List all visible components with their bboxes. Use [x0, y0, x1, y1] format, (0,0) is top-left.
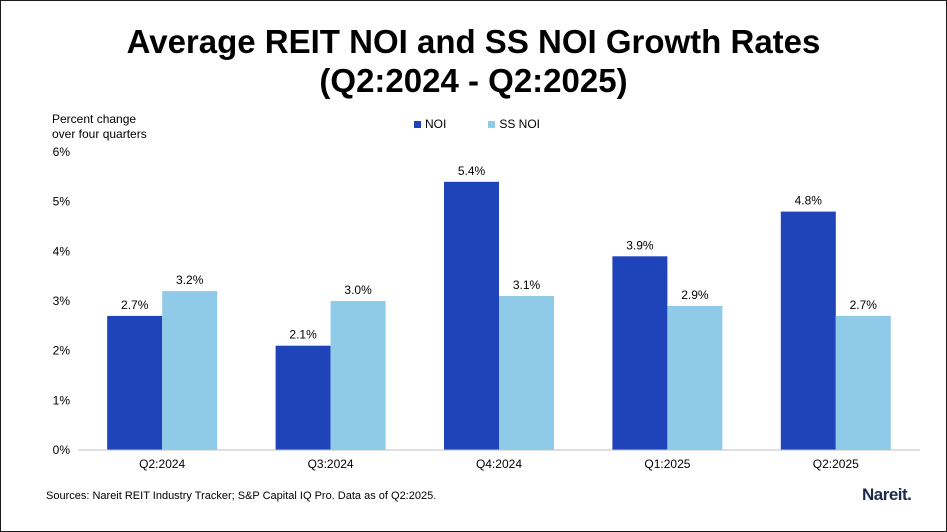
y-axis-label: Percent change over four quarters — [52, 112, 147, 142]
data-label: 3.2% — [176, 273, 204, 287]
data-label: 2.7% — [121, 298, 149, 312]
chart-title-line2: (Q2:2024 - Q2:2025) — [319, 62, 628, 99]
legend-item-noi: NOI — [414, 117, 446, 131]
bar-noi — [780, 211, 836, 450]
bar-noi — [275, 345, 331, 450]
bar-ss-noi — [499, 296, 554, 450]
data-label: 5.4% — [458, 164, 486, 178]
y-tick-label: 6% — [53, 145, 71, 159]
legend: NOI SS NOI — [414, 117, 582, 131]
bar-ss-noi — [835, 315, 891, 450]
legend-label-ss-noi: SS NOI — [499, 117, 541, 131]
legend-swatch-ss-noi — [488, 120, 496, 128]
data-label: 3.9% — [626, 238, 654, 252]
bar-ss-noi — [162, 291, 218, 450]
x-tick-label: Q2:2025 — [813, 457, 859, 471]
x-tick-label: Q1:2025 — [644, 457, 690, 471]
y-tick-label: 5% — [53, 195, 71, 209]
y-axis-label-line2: over four quarters — [52, 127, 147, 141]
data-label: 3.1% — [513, 278, 541, 292]
bar-ss-noi — [667, 305, 723, 450]
y-tick-label: 0% — [53, 443, 71, 457]
data-label: 2.1% — [289, 328, 317, 342]
legend-label-noi: NOI — [425, 117, 447, 131]
data-label: 4.8% — [795, 194, 823, 208]
data-label: 3.0% — [344, 283, 372, 297]
legend-item-ss-noi: SS NOI — [488, 117, 540, 131]
y-tick-label: 2% — [53, 344, 71, 358]
y-tick-label: 4% — [53, 244, 71, 258]
data-label: 2.7% — [850, 298, 878, 312]
x-tick-label: Q2:2024 — [139, 457, 185, 471]
nareit-logo: Nareit. — [862, 485, 912, 504]
chart-title-line1: Average REIT NOI and SS NOI Growth Rates — [126, 23, 821, 60]
y-tick-label: 1% — [53, 393, 71, 407]
y-tick-label: 3% — [53, 294, 71, 308]
chart-title: Average REIT NOI and SS NOI Growth Rates… — [0, 22, 947, 100]
bar-ss-noi — [330, 301, 386, 450]
source-note: Sources: Nareit REIT Industry Tracker; S… — [46, 490, 437, 502]
bar-noi — [107, 315, 163, 450]
x-tick-label: Q3:2024 — [308, 457, 354, 471]
bar-noi — [444, 181, 499, 451]
bar-noi — [612, 256, 668, 450]
x-tick-label: Q4:2024 — [476, 457, 522, 471]
data-label: 2.9% — [681, 288, 709, 302]
legend-swatch-noi — [414, 120, 421, 128]
y-axis-label-line1: Percent change — [52, 112, 137, 126]
